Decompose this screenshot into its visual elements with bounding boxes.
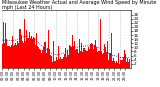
Text: Milwaukee Weather Actual and Average Wind Speed by Minute mph (Last 24 Hours): Milwaukee Weather Actual and Average Win… [2,0,156,10]
